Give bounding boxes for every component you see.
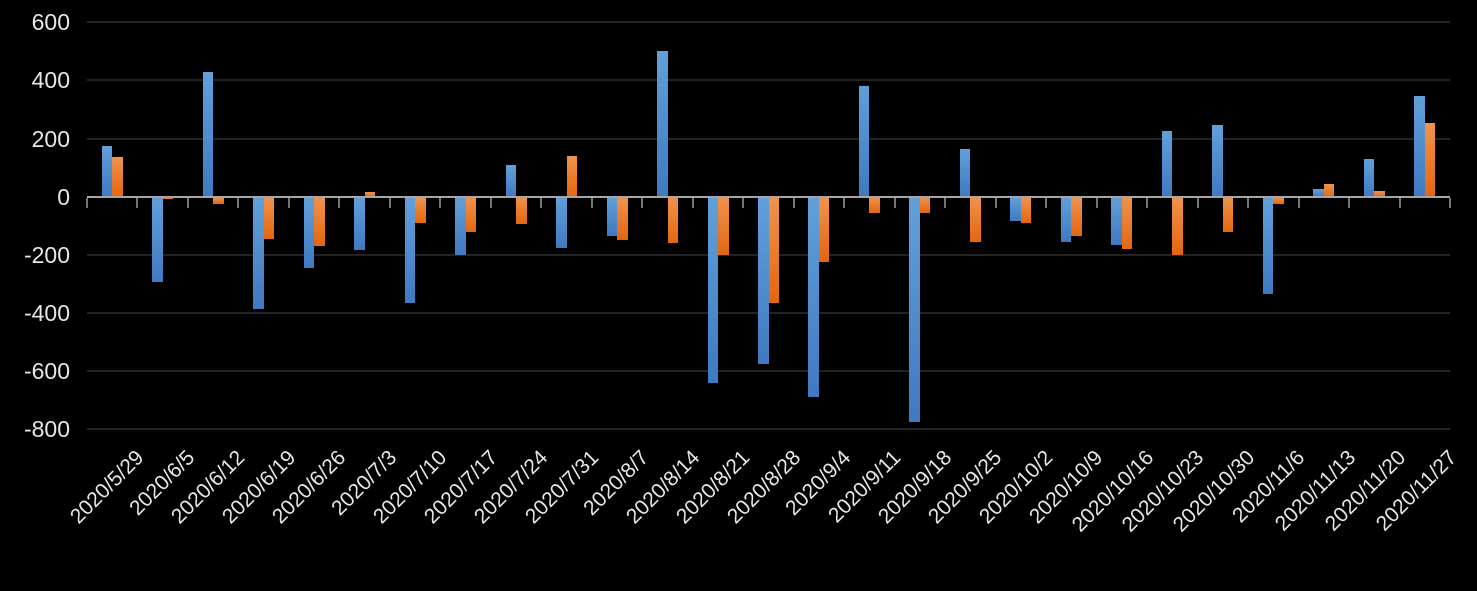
bar-blue-series [202,71,214,197]
category-tick [1297,198,1300,208]
zero-axis-line [87,195,1450,198]
bar-blue-series [1010,196,1021,222]
category-tick [893,198,896,208]
y-axis-tick-label: 600 [31,9,70,36]
bar-blue-series [858,86,870,197]
category-tick [944,198,947,208]
bar-orange-series [768,196,779,303]
bar-blue-series [758,196,769,364]
bar-orange-series [1273,196,1284,204]
category-tick [1146,198,1149,208]
category-tick [1196,198,1199,208]
y-axis-tick-label: 200 [31,125,70,152]
bar-orange-series [1222,196,1234,232]
bar-orange-series [919,196,931,213]
bar-orange-series [112,157,123,197]
category-tick [1398,198,1401,208]
category-tick [994,198,997,208]
bar-blue-series [1262,196,1274,295]
bar-orange-series [818,196,830,263]
bar-blue-series [657,51,668,197]
gridline [87,137,1450,140]
bar-blue-series [1161,131,1173,197]
category-tick [86,198,88,208]
bar-blue-series [1363,158,1375,197]
bar-blue-series [1414,96,1425,197]
bar-blue-series [1212,125,1223,197]
category-tick [691,198,694,208]
bar-orange-series [465,196,477,232]
bar-orange-series [1424,122,1436,197]
bar-blue-series [455,196,466,255]
bar-blue-series [707,196,719,383]
category-tick [742,198,745,208]
category-tick [590,198,593,208]
bar-blue-series [909,196,920,423]
category-tick [540,198,543,208]
bar-blue-series [1060,196,1072,242]
bar-blue-series [404,196,416,303]
bar-orange-series [1172,196,1183,255]
category-tick [439,198,442,208]
category-tick [843,198,846,208]
bar-orange-series [364,192,376,197]
bar-orange-series [1323,183,1335,197]
gridline [87,312,1450,314]
y-axis-tick-label: -800 [23,416,70,443]
bar-orange-series [1121,196,1133,250]
bar-orange-series [566,155,578,197]
bar-blue-series [303,196,315,268]
gridline [87,21,1450,24]
category-tick [186,198,189,208]
bar-orange-series [314,196,325,247]
bar-blue-series [556,196,567,248]
bar-blue-series [354,196,365,251]
gridline [87,428,1450,431]
bar-blue-series [1313,189,1324,197]
category-tick [1095,198,1098,208]
bar-blue-series [505,164,517,197]
bar-orange-series [1374,190,1385,197]
bar-blue-series [152,196,163,283]
bar-blue-series [253,196,264,309]
bar-orange-series [263,196,275,239]
category-tick [1449,198,1451,208]
category-tick [489,198,492,208]
y-axis-tick-label: -400 [23,300,70,326]
bar-blue-series [606,196,618,236]
category-tick [1348,198,1351,208]
bar-orange-series [869,196,880,213]
y-axis-tick-label: -600 [23,358,70,385]
bar-blue-series [101,145,113,197]
bar-orange-series [718,196,729,255]
gridline [87,79,1450,82]
bar-blue-series [1111,196,1122,245]
bar-orange-series [1020,196,1032,223]
category-tick [1247,198,1250,208]
category-tick [388,198,391,208]
y-axis-tick-label: -200 [23,241,70,268]
bar-orange-series [970,196,981,242]
category-tick [287,198,290,208]
bar-orange-series [1071,196,1082,236]
category-tick [338,198,341,208]
bar-blue-series [808,196,819,398]
gridline [87,370,1450,373]
y-axis-tick-label: 0 [57,183,70,210]
bar-orange-series [213,196,224,204]
bar-orange-series [162,196,174,199]
category-tick [641,198,644,208]
category-tick [1045,198,1048,208]
category-tick [237,198,240,208]
y-axis-tick-label: 400 [31,67,70,94]
bar-blue-series [959,148,971,197]
bar-orange-series [415,196,426,223]
bar-orange-series [516,196,527,225]
category-tick [136,198,139,208]
category-tick [792,198,795,208]
bar-orange-series [617,196,628,241]
bar-orange-series [667,196,679,244]
